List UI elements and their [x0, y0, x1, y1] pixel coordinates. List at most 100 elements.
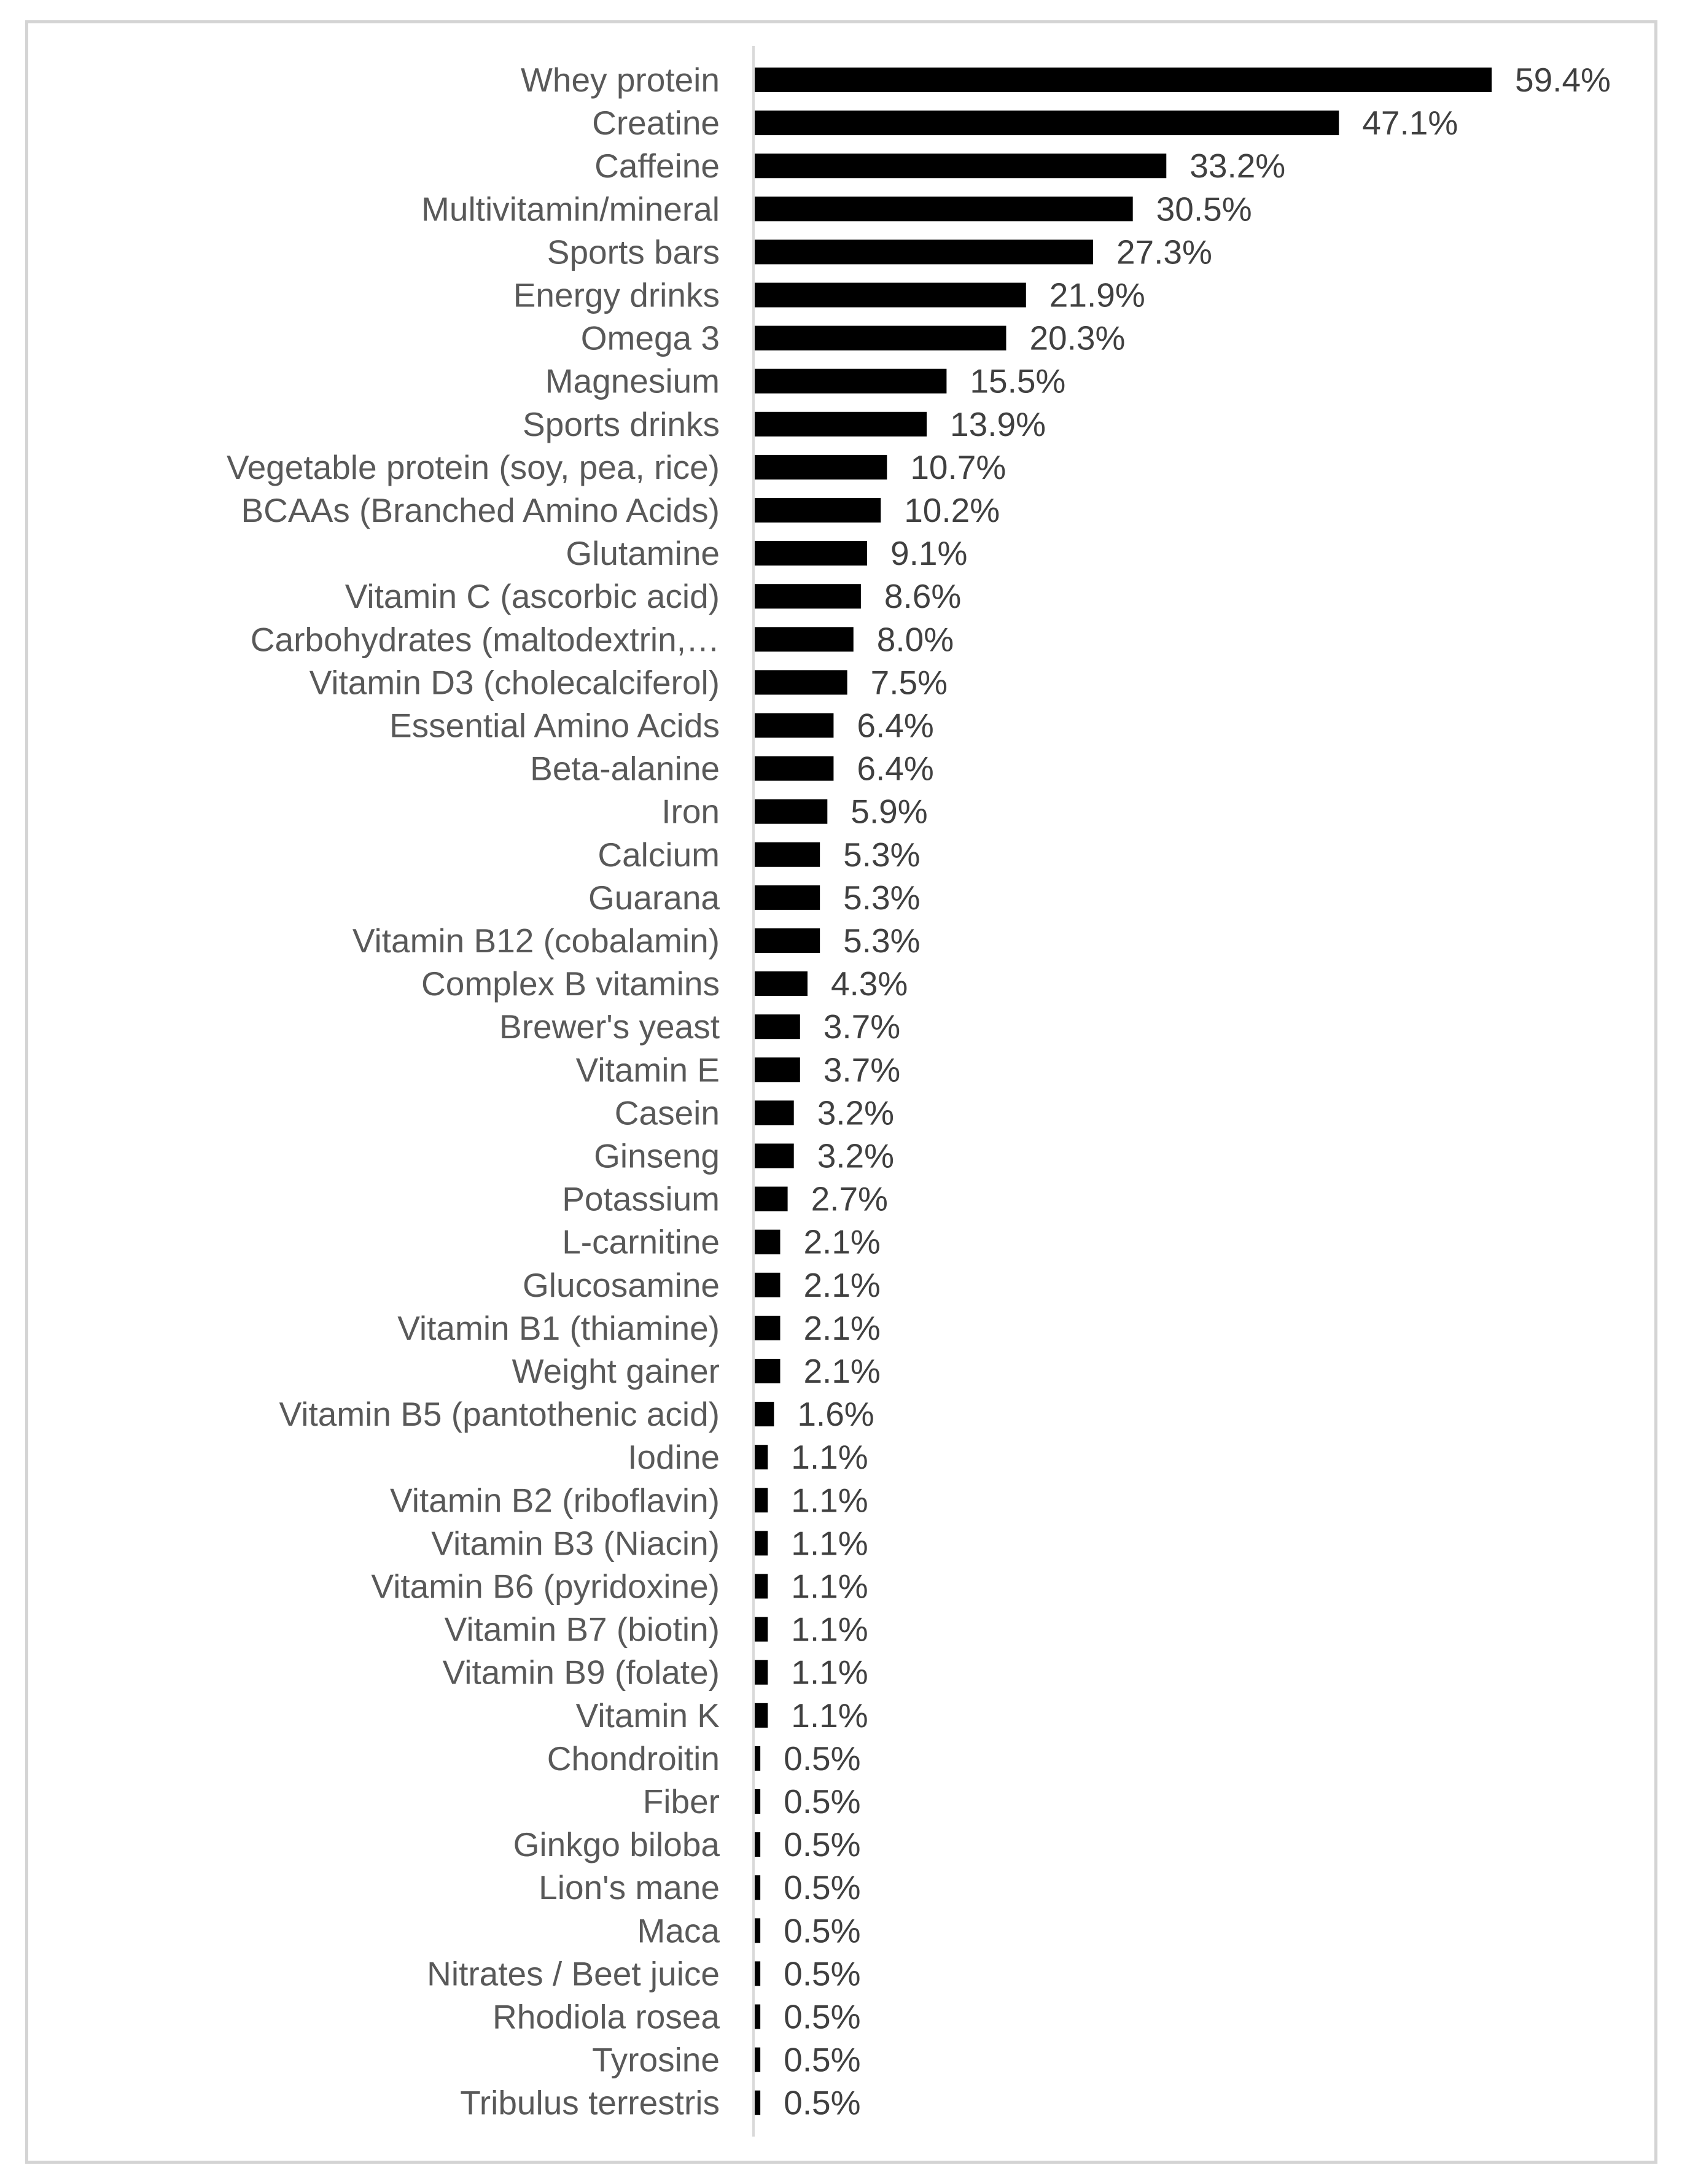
- value-label: 0.5%: [784, 2084, 860, 2122]
- bar-40: [754, 1789, 761, 1814]
- bar-31: [754, 1402, 774, 1427]
- value-label: 1.1%: [791, 1611, 868, 1649]
- bar-42: [754, 1875, 761, 1900]
- category-labels: Whey protein Creatine Caffeine Multivitamin…: [227, 61, 720, 2122]
- bar-5: [754, 282, 1026, 308]
- category-label: Guarana: [588, 879, 720, 917]
- bar-35: [754, 1574, 768, 1599]
- value-label: 8.0%: [877, 620, 954, 658]
- value-label: 13.9%: [950, 405, 1046, 443]
- bar-20: [754, 928, 820, 953]
- category-label: Whey protein: [521, 61, 720, 99]
- bar-25: [754, 1143, 794, 1168]
- category-label: Brewer's yeast: [499, 1008, 720, 1046]
- bar-36: [754, 1617, 768, 1642]
- category-label: Vitamin C (ascorbic acid): [345, 577, 720, 615]
- bar-2: [754, 154, 1167, 179]
- category-label: Vitamin B12 (cobalamin): [352, 922, 720, 960]
- bar-33: [754, 1488, 768, 1513]
- bar-47: [754, 2090, 761, 2115]
- category-label: Omega 3: [581, 319, 720, 357]
- bars-layer: [754, 68, 1492, 2115]
- value-label: 2.7%: [811, 1180, 888, 1218]
- category-label: Vitamin E: [576, 1051, 720, 1089]
- bar-chart: Whey protein Creatine Caffeine Multivitamin…: [227, 45, 1611, 2137]
- category-label: Ginkgo biloba: [513, 1825, 720, 1863]
- value-label: 8.6%: [884, 577, 961, 615]
- value-label: 6.4%: [857, 707, 933, 745]
- category-label: Creatine: [592, 104, 720, 142]
- category-label: Vegetable protein (soy, pea, rice): [227, 448, 720, 486]
- value-label: 1.1%: [791, 1696, 868, 1735]
- category-label: Ginseng: [594, 1137, 720, 1175]
- category-label: Caffeine: [594, 147, 720, 185]
- category-label: Vitamin B7 (biotin): [445, 1611, 720, 1649]
- bar-29: [754, 1315, 781, 1340]
- category-label: Iodine: [628, 1438, 720, 1476]
- bar-12: [754, 584, 861, 609]
- bar-44: [754, 1961, 761, 1986]
- value-label: 10.2%: [904, 491, 1000, 529]
- bar-8: [754, 411, 927, 437]
- category-label: Carbohydrates (maltodextrin,…: [251, 620, 720, 658]
- category-label: Beta-alanine: [530, 750, 720, 788]
- category-label: Vitamin B9 (folate): [443, 1654, 720, 1692]
- bar-32: [754, 1445, 768, 1470]
- category-label: Potassium: [562, 1180, 720, 1218]
- bar-21: [754, 971, 808, 997]
- category-label: Lion's mane: [539, 1868, 720, 1906]
- value-label: 0.5%: [784, 1739, 860, 1778]
- category-label: Vitamin B5 (pantothenic acid): [279, 1395, 720, 1433]
- bar-4: [754, 239, 1093, 265]
- category-label: Complex B vitamins: [421, 965, 720, 1003]
- value-label: 30.5%: [1156, 190, 1252, 228]
- category-label: Rhodiola rosea: [493, 1998, 720, 2036]
- category-label: Vitamin B3 (Niacin): [431, 1524, 720, 1562]
- bar-19: [754, 885, 820, 910]
- bar-38: [754, 1703, 768, 1728]
- category-label: L-carnitine: [562, 1223, 720, 1261]
- category-label: Vitamin B1 (thiamine): [397, 1309, 720, 1347]
- category-label: Sports bars: [547, 233, 720, 271]
- bar-34: [754, 1531, 768, 1556]
- bar-3: [754, 196, 1133, 222]
- value-label: 59.4%: [1515, 61, 1611, 99]
- category-label: Vitamin K: [576, 1696, 720, 1735]
- category-label: Vitamin B6 (pyridoxine): [371, 1568, 720, 1606]
- chart-frame: Whey protein Creatine Caffeine Multivitamin…: [25, 20, 1657, 2164]
- value-label: 1.1%: [791, 1481, 868, 1519]
- bar-45: [754, 2004, 761, 2029]
- value-label: 7.5%: [871, 663, 948, 701]
- bar-16: [754, 756, 834, 781]
- bar-28: [754, 1272, 781, 1297]
- bar-6: [754, 325, 1006, 351]
- value-label: 2.1%: [803, 1266, 880, 1304]
- category-label: Energy drinks: [513, 276, 720, 314]
- category-label: Casein: [615, 1094, 720, 1132]
- bar-10: [754, 498, 881, 523]
- value-label: 1.1%: [791, 1438, 868, 1476]
- category-label: Weight gainer: [512, 1352, 720, 1390]
- category-label: Vitamin D3 (cholecalciferol): [310, 663, 720, 701]
- value-label: 5.3%: [843, 922, 920, 960]
- value-labels: 59.4% 47.1% 33.2% 30.5% 27.3% 21.9% 20.3% 15.5%…: [784, 61, 1611, 2122]
- value-label: 0.5%: [784, 2041, 860, 2079]
- value-label: 0.5%: [784, 1825, 860, 1863]
- category-label: Glucosamine: [523, 1266, 720, 1304]
- bar-7: [754, 368, 947, 394]
- value-label: 2.1%: [803, 1223, 880, 1261]
- category-label: Tribulus terrestris: [460, 2084, 720, 2122]
- bar-22: [754, 1014, 800, 1040]
- value-label: 5.3%: [843, 836, 920, 874]
- bar-37: [754, 1660, 768, 1685]
- value-label: 1.1%: [791, 1654, 868, 1692]
- value-label: 0.5%: [784, 1868, 860, 1906]
- value-label: 21.9%: [1049, 276, 1145, 314]
- value-label: 2.1%: [803, 1352, 880, 1390]
- value-label: 10.7%: [910, 448, 1006, 486]
- category-label: Maca: [637, 1911, 720, 1949]
- category-label: Multivitamin/mineral: [421, 190, 720, 228]
- value-label: 2.1%: [803, 1309, 880, 1347]
- category-label: Chondroitin: [547, 1739, 720, 1778]
- value-label: 1.1%: [791, 1568, 868, 1606]
